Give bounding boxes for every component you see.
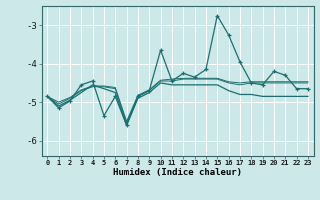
X-axis label: Humidex (Indice chaleur): Humidex (Indice chaleur) [113,168,242,177]
